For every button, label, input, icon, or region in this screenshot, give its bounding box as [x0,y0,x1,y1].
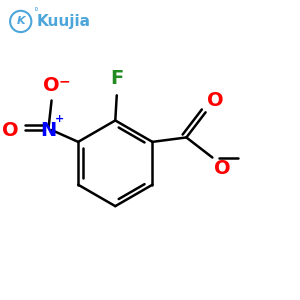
Text: +: + [55,113,64,124]
Text: O: O [207,91,224,110]
Text: O: O [214,159,230,178]
Text: N: N [40,121,57,140]
Text: −: − [58,75,70,89]
Text: O: O [43,76,60,95]
Text: K: K [16,16,25,26]
Text: Kuujia: Kuujia [37,14,91,29]
Text: °: ° [33,7,38,17]
Text: F: F [110,69,123,88]
Text: O: O [2,121,19,140]
